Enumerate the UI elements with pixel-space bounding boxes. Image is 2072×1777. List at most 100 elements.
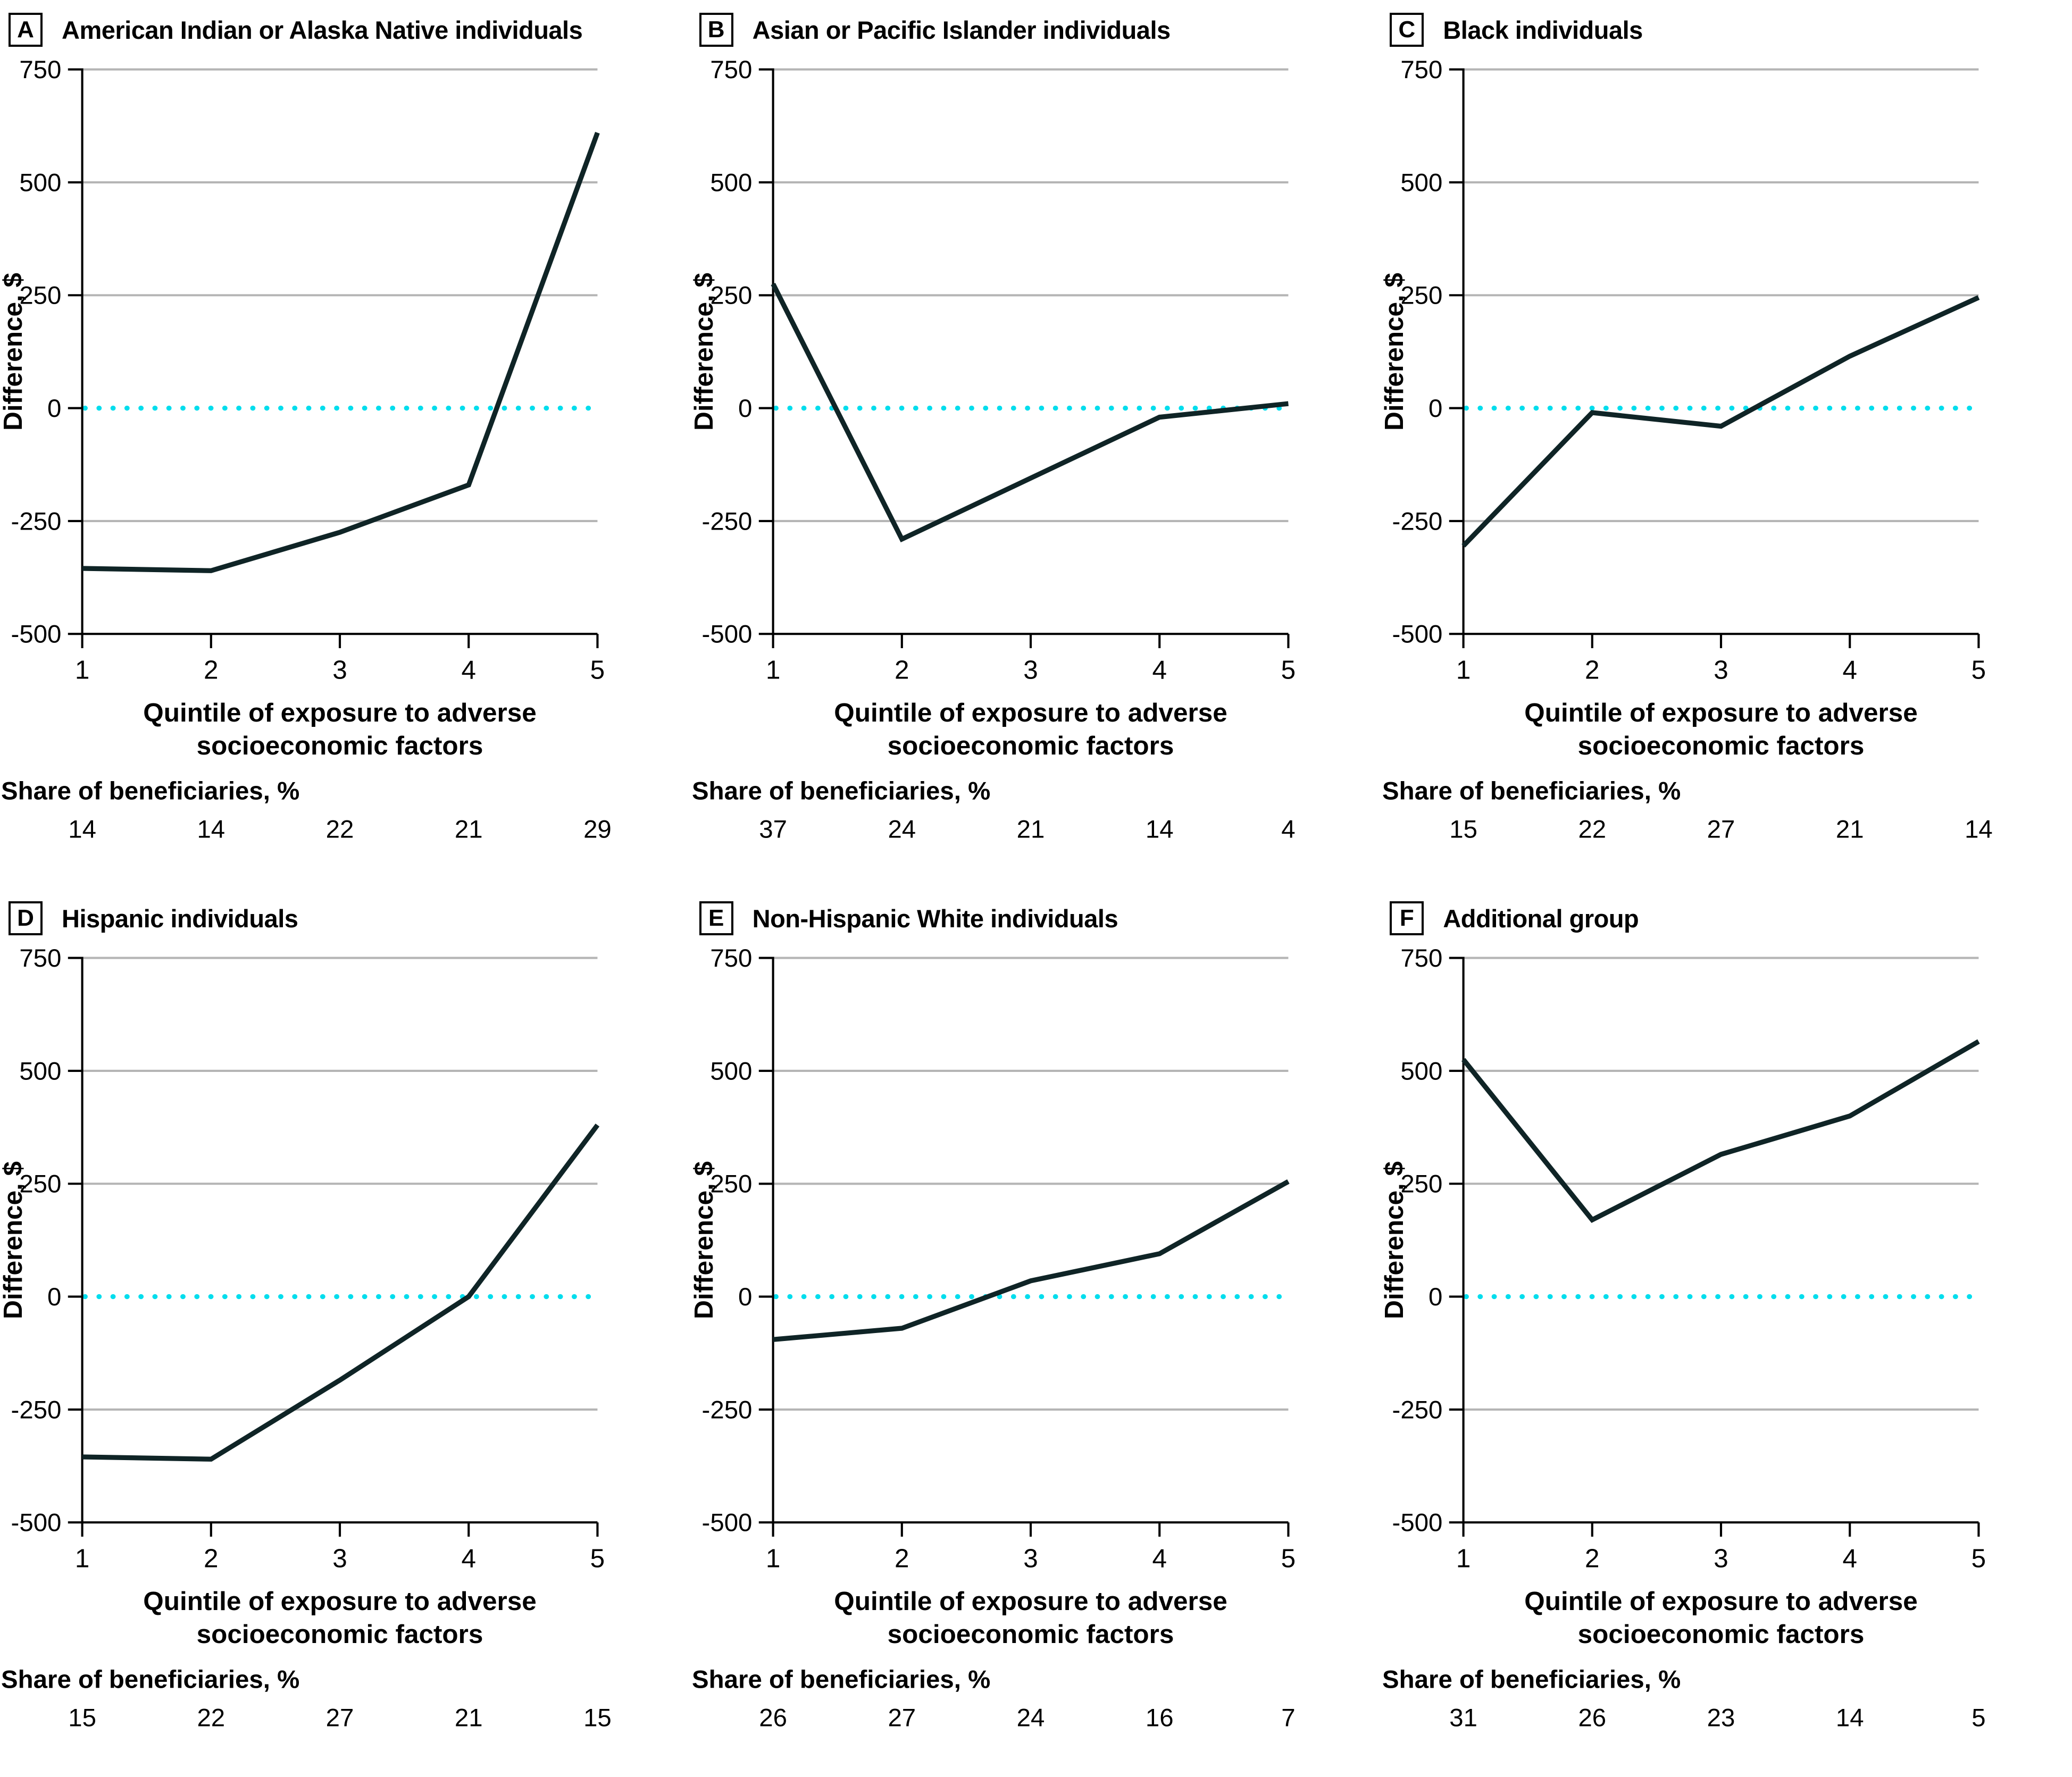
line-chart: 750 500 250 0 -250 -500 1 2 3 4 5 Differ… <box>0 58 612 843</box>
share-value: 21 <box>455 1704 483 1732</box>
x-tick-label: 5 <box>1971 1544 1986 1573</box>
share-of-beneficiaries-header: Share of beneficiaries, % <box>1 777 299 805</box>
x-tick-label: 1 <box>1456 1544 1471 1573</box>
share-value: 26 <box>1578 1704 1607 1732</box>
share-value: 27 <box>326 1704 354 1732</box>
x-tick-label: 5 <box>590 656 605 685</box>
y-tick-label: 750 <box>710 58 752 84</box>
line-chart: 750 500 250 0 -250 -500 1 2 3 4 5 Differ… <box>1381 947 1986 1732</box>
share-value: 24 <box>888 816 916 843</box>
y-tick-label: 500 <box>19 1057 61 1085</box>
y-tick-label: -500 <box>701 621 752 649</box>
panel-title: Additional group <box>1443 904 1639 933</box>
panel-label-box: F <box>1390 901 1424 935</box>
data-line <box>82 1124 600 1462</box>
y-tick-label: 250 <box>19 1170 61 1198</box>
share-value: 15 <box>68 1704 96 1732</box>
share-value: 16 <box>1146 1704 1174 1732</box>
panel-header: B Asian or Pacific Islander individuals <box>691 7 1382 58</box>
panel-header: A American Indian or Alaska Native indiv… <box>0 7 691 58</box>
x-tick-label: 4 <box>1843 1544 1858 1573</box>
line-chart: 750 500 250 0 -250 -500 1 2 3 4 5 Differ… <box>0 947 612 1732</box>
y-tick-label: 500 <box>1401 169 1443 197</box>
panel-label-box: B <box>699 13 733 47</box>
x-axis-title-line1: Quintile of exposure to adverse <box>143 698 536 727</box>
x-tick-label: 2 <box>895 1544 909 1573</box>
x-tick-label: 3 <box>1714 1544 1729 1573</box>
x-axis-title-line2: socioeconomic factors <box>1578 731 1865 760</box>
share-value: 21 <box>1836 816 1864 843</box>
y-tick-label: 0 <box>1428 395 1442 423</box>
y-tick-label: -500 <box>11 1509 62 1537</box>
data-line <box>82 131 600 573</box>
y-axis-title: Difference, $ <box>1381 273 1409 431</box>
share-of-beneficiaries-header: Share of beneficiaries, % <box>1382 1665 1681 1694</box>
y-tick-label: 750 <box>1401 947 1443 973</box>
share-value: 22 <box>326 816 354 843</box>
chart-panel: A American Indian or Alaska Native indiv… <box>0 0 691 888</box>
x-tick-label: 3 <box>332 1544 347 1573</box>
x-tick-label: 5 <box>1281 1544 1296 1573</box>
data-line <box>1461 295 1980 548</box>
x-tick-label: 2 <box>1585 1544 1600 1573</box>
x-tick-label: 3 <box>1714 656 1729 685</box>
y-tick-label: 500 <box>1401 1057 1443 1085</box>
share-value: 14 <box>1146 816 1174 843</box>
x-tick-label: 5 <box>590 1544 605 1573</box>
share-value: 29 <box>583 816 612 843</box>
panel-header: E Non-Hispanic White individuals <box>691 896 1382 947</box>
panel-title: Black individuals <box>1443 15 1643 44</box>
x-tick-label: 5 <box>1281 656 1296 685</box>
x-axis-title-line2: socioeconomic factors <box>197 1620 483 1649</box>
panel-title: Non-Hispanic White individuals <box>752 904 1118 933</box>
y-tick-label: -250 <box>1392 1396 1443 1424</box>
x-tick-label: 1 <box>766 656 781 685</box>
panel-header: F Additional group <box>1381 896 2072 947</box>
share-value: 7 <box>1281 1704 1295 1732</box>
x-axis-title-line2: socioeconomic factors <box>197 731 483 760</box>
panel-label-box: D <box>9 901 43 935</box>
x-axis-title-line2: socioeconomic factors <box>887 731 1174 760</box>
panel-header: D Hispanic individuals <box>0 896 691 947</box>
y-tick-label: -250 <box>1392 507 1443 535</box>
y-tick-label: -250 <box>701 1396 752 1424</box>
x-tick-label: 1 <box>75 1544 90 1573</box>
share-value: 27 <box>888 1704 916 1732</box>
share-value: 14 <box>197 816 225 843</box>
y-tick-label: 0 <box>1428 1283 1442 1311</box>
x-tick-label: 2 <box>1585 656 1600 685</box>
x-axis-title-line1: Quintile of exposure to adverse <box>834 698 1227 727</box>
y-tick-label: 750 <box>1401 58 1443 84</box>
share-of-beneficiaries-header: Share of beneficiaries, % <box>1382 777 1681 805</box>
x-axis-title-line2: socioeconomic factors <box>1578 1620 1865 1649</box>
x-axis-title-line1: Quintile of exposure to adverse <box>834 1587 1227 1616</box>
chart-panel: E Non-Hispanic White individuals <box>691 888 1382 1777</box>
y-axis-title: Difference, $ <box>691 1161 718 1319</box>
line-chart: 750 500 250 0 -250 -500 1 2 3 4 5 Differ… <box>691 947 1296 1732</box>
y-tick-label: 250 <box>1401 1170 1443 1198</box>
line-chart: 750 500 250 0 -250 -500 1 2 3 4 5 Differ… <box>1381 58 1993 843</box>
y-tick-label: -250 <box>11 1396 62 1424</box>
y-tick-label: 0 <box>47 1283 61 1311</box>
line-chart: 750 500 250 0 -250 -500 1 2 3 4 5 Differ… <box>691 58 1296 843</box>
y-tick-label: 500 <box>19 169 61 197</box>
y-axis-title: Difference, $ <box>0 1161 28 1319</box>
y-tick-label: 500 <box>710 169 752 197</box>
x-tick-label: 3 <box>1023 656 1038 685</box>
y-tick-label: 250 <box>1401 282 1443 310</box>
share-value: 37 <box>759 816 787 843</box>
share-of-beneficiaries-header: Share of beneficiaries, % <box>1 1665 299 1694</box>
data-line <box>771 282 1289 543</box>
share-of-beneficiaries-header: Share of beneficiaries, % <box>692 777 990 805</box>
y-tick-label: -250 <box>11 507 62 535</box>
x-tick-label: 4 <box>1152 1544 1167 1573</box>
y-tick-label: 750 <box>710 947 752 973</box>
x-axis-title-line2: socioeconomic factors <box>887 1620 1174 1649</box>
x-tick-label: 4 <box>461 656 476 685</box>
x-tick-label: 3 <box>332 656 347 685</box>
x-axis-title-line1: Quintile of exposure to adverse <box>1525 1587 1918 1616</box>
y-axis-title: Difference, $ <box>1381 1161 1409 1319</box>
panel-label-box: C <box>1390 13 1424 47</box>
y-tick-label: 0 <box>738 395 752 423</box>
share-value: 4 <box>1281 816 1295 843</box>
